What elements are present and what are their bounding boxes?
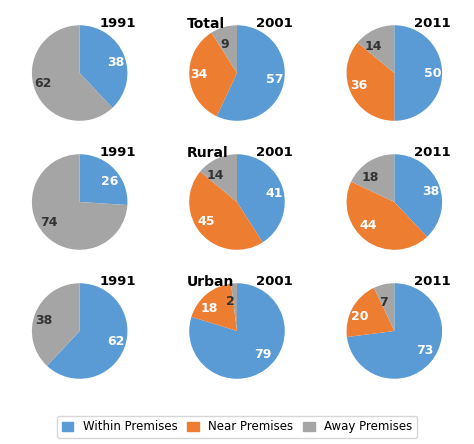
Text: 14: 14 <box>207 169 224 182</box>
Wedge shape <box>217 25 285 121</box>
Wedge shape <box>211 25 237 73</box>
Wedge shape <box>346 43 394 121</box>
Text: 45: 45 <box>197 215 215 228</box>
Text: 1991: 1991 <box>99 275 136 288</box>
Text: 2011: 2011 <box>414 275 450 288</box>
Wedge shape <box>189 283 285 379</box>
Text: 26: 26 <box>101 175 118 188</box>
Wedge shape <box>47 283 128 379</box>
Text: 2001: 2001 <box>256 275 293 288</box>
Wedge shape <box>231 283 237 331</box>
Wedge shape <box>351 154 394 202</box>
Wedge shape <box>189 171 263 250</box>
Text: 7: 7 <box>379 296 388 309</box>
Wedge shape <box>374 283 394 331</box>
Text: 14: 14 <box>364 40 382 53</box>
Text: 18: 18 <box>361 170 378 183</box>
Wedge shape <box>32 154 128 250</box>
Wedge shape <box>346 182 427 250</box>
Text: 18: 18 <box>201 302 218 315</box>
Wedge shape <box>189 33 237 116</box>
Text: 62: 62 <box>35 77 52 91</box>
Wedge shape <box>32 283 80 366</box>
Text: 9: 9 <box>220 38 229 51</box>
Wedge shape <box>394 154 442 237</box>
Text: Total: Total <box>187 17 225 31</box>
Text: Rural: Rural <box>187 146 228 160</box>
Wedge shape <box>191 284 237 331</box>
Text: 2001: 2001 <box>256 146 293 159</box>
Text: 38: 38 <box>422 185 439 198</box>
Wedge shape <box>80 25 128 108</box>
Text: 20: 20 <box>351 310 368 323</box>
Wedge shape <box>347 283 442 379</box>
Wedge shape <box>394 25 442 121</box>
Wedge shape <box>357 25 394 73</box>
Text: 41: 41 <box>265 187 283 200</box>
Text: 36: 36 <box>350 79 367 92</box>
Legend: Within Premises, Near Premises, Away Premises: Within Premises, Near Premises, Away Pre… <box>57 416 417 438</box>
Text: 2: 2 <box>227 295 235 308</box>
Text: 38: 38 <box>107 56 125 69</box>
Text: 50: 50 <box>424 67 441 79</box>
Text: 2001: 2001 <box>256 17 293 30</box>
Text: 73: 73 <box>417 344 434 357</box>
Text: 79: 79 <box>255 349 272 361</box>
Text: 34: 34 <box>190 68 208 81</box>
Text: 38: 38 <box>35 313 52 327</box>
Text: 2011: 2011 <box>414 17 450 30</box>
Wedge shape <box>346 288 394 337</box>
Text: 57: 57 <box>266 73 283 86</box>
Text: 1991: 1991 <box>99 146 136 159</box>
Wedge shape <box>32 25 112 121</box>
Wedge shape <box>237 154 285 242</box>
Text: Urban: Urban <box>187 275 234 289</box>
Text: 1991: 1991 <box>99 17 136 30</box>
Text: 2011: 2011 <box>414 146 450 159</box>
Wedge shape <box>200 154 237 202</box>
Text: 44: 44 <box>359 219 377 233</box>
Text: 62: 62 <box>107 335 125 349</box>
Text: 74: 74 <box>41 216 58 229</box>
Wedge shape <box>80 154 128 205</box>
